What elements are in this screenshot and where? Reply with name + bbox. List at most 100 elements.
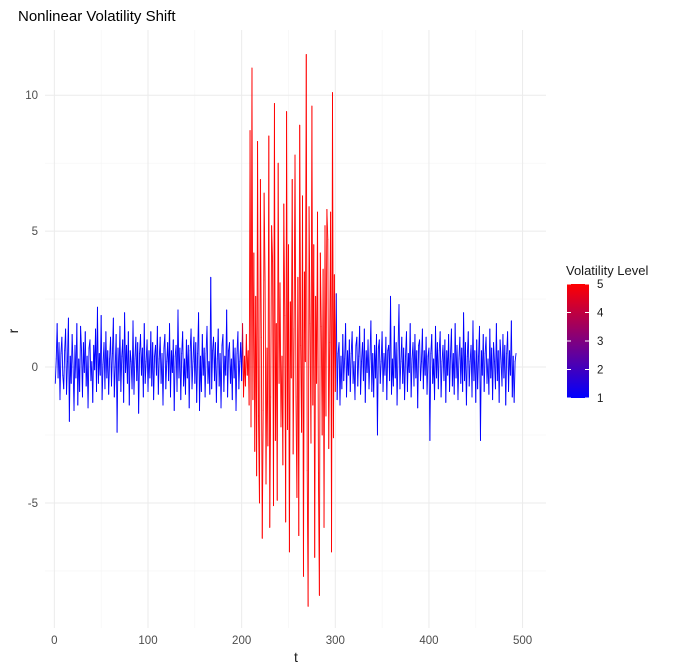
series-segment: [349, 353, 352, 392]
series-segment: [493, 342, 495, 363]
series-segment: [398, 304, 401, 390]
series-segment: [268, 135, 271, 528]
legend-break-label: 2: [597, 365, 603, 377]
series-segment: [480, 350, 482, 441]
chart-title: Nonlinear Volatility Shift: [18, 8, 176, 25]
series-segment: [360, 361, 362, 395]
series-segment: [378, 339, 381, 384]
series-segment: [177, 309, 180, 379]
series-segment: [132, 320, 135, 395]
series-segment: [368, 358, 371, 390]
series-segment: [180, 353, 183, 401]
series-segment: [492, 342, 495, 401]
series-segment: [445, 350, 448, 403]
series-segment: [87, 347, 90, 409]
legend-break-label: 1: [597, 393, 603, 405]
series-segment: [66, 361, 68, 395]
series-segment: [351, 331, 354, 384]
x-tick-label: 0: [51, 635, 57, 647]
series-segment: [332, 92, 334, 439]
series-segment: [235, 353, 238, 411]
series-segment: [120, 355, 123, 392]
series-segment: [262, 192, 265, 411]
x-axis-title: t: [294, 649, 298, 665]
series-segment: [318, 252, 321, 596]
legend-ticks: 1 2 3 4 5: [567, 279, 604, 405]
series-segment: [54, 358, 57, 384]
series-segment: [514, 353, 517, 363]
series-segment: [283, 203, 286, 316]
series-segment: [307, 206, 310, 607]
y-tick-label: -5: [28, 498, 38, 510]
series-segment: [73, 344, 76, 411]
series-segment: [335, 293, 338, 401]
series-segment: [270, 225, 273, 398]
series-segment: [165, 361, 168, 390]
series-segment: [79, 325, 82, 392]
series-segment: [326, 208, 329, 240]
series-segment: [92, 344, 95, 403]
series-segment: [477, 355, 480, 390]
series-segment: [291, 179, 294, 455]
x-tick-label: 300: [326, 635, 345, 647]
series-segment: [108, 358, 111, 395]
series-segment: [336, 353, 339, 401]
series-segment: [282, 203, 285, 466]
legend-break-label: 3: [597, 336, 603, 348]
legend-break-label: 5: [597, 279, 603, 291]
series-segment: [419, 339, 421, 382]
series-segment: [426, 355, 429, 395]
series-segment: [495, 323, 498, 382]
series-segment: [485, 336, 488, 384]
series-segment: [342, 333, 345, 382]
series-segment: [271, 225, 274, 262]
series-segment: [59, 353, 62, 401]
series-segment: [211, 350, 214, 390]
series-segment: [96, 306, 99, 384]
series-segment: [440, 361, 443, 398]
series-segment: [325, 208, 328, 417]
series-segment: [170, 350, 172, 398]
series-segment: [472, 320, 475, 382]
series-segment: [417, 344, 420, 409]
series-segment: [457, 358, 460, 401]
y-axis-title: r: [5, 328, 21, 333]
series-segment: [357, 355, 360, 387]
series-segment: [238, 361, 241, 390]
series-segment: [65, 328, 67, 395]
series-segment: [420, 361, 422, 382]
series-segment: [449, 355, 451, 392]
series-segment: [279, 282, 282, 428]
series-segment: [299, 124, 302, 346]
y-tick-label: 0: [32, 362, 38, 374]
series-segment: [263, 192, 266, 281]
series-segment: [101, 363, 104, 401]
series-segment: [327, 238, 330, 450]
legend-title: Volatility Level: [566, 263, 648, 278]
series-segment: [294, 154, 297, 398]
x-tick-label: 200: [232, 635, 251, 647]
x-tick-label: 100: [138, 635, 157, 647]
series-segment: [410, 358, 413, 398]
series-segment: [259, 179, 261, 504]
series-segment: [182, 331, 185, 387]
series-segment: [100, 314, 103, 401]
series-segment: [269, 396, 272, 528]
series-segment: [505, 353, 508, 406]
series-segment: [292, 328, 295, 455]
series-segment: [465, 355, 468, 406]
series-segment: [210, 276, 213, 390]
y-tick-label: 10: [25, 90, 38, 102]
series-segment: [308, 206, 311, 325]
series-segment: [63, 350, 66, 390]
series-segment: [386, 350, 389, 401]
series-segment: [483, 353, 486, 392]
series-segment: [124, 312, 126, 373]
series-segment: [354, 344, 357, 401]
series-segment: [305, 54, 308, 471]
series-segment: [499, 339, 502, 360]
series-segment: [343, 358, 346, 382]
series-segment: [173, 355, 176, 411]
series-segment: [162, 347, 165, 406]
